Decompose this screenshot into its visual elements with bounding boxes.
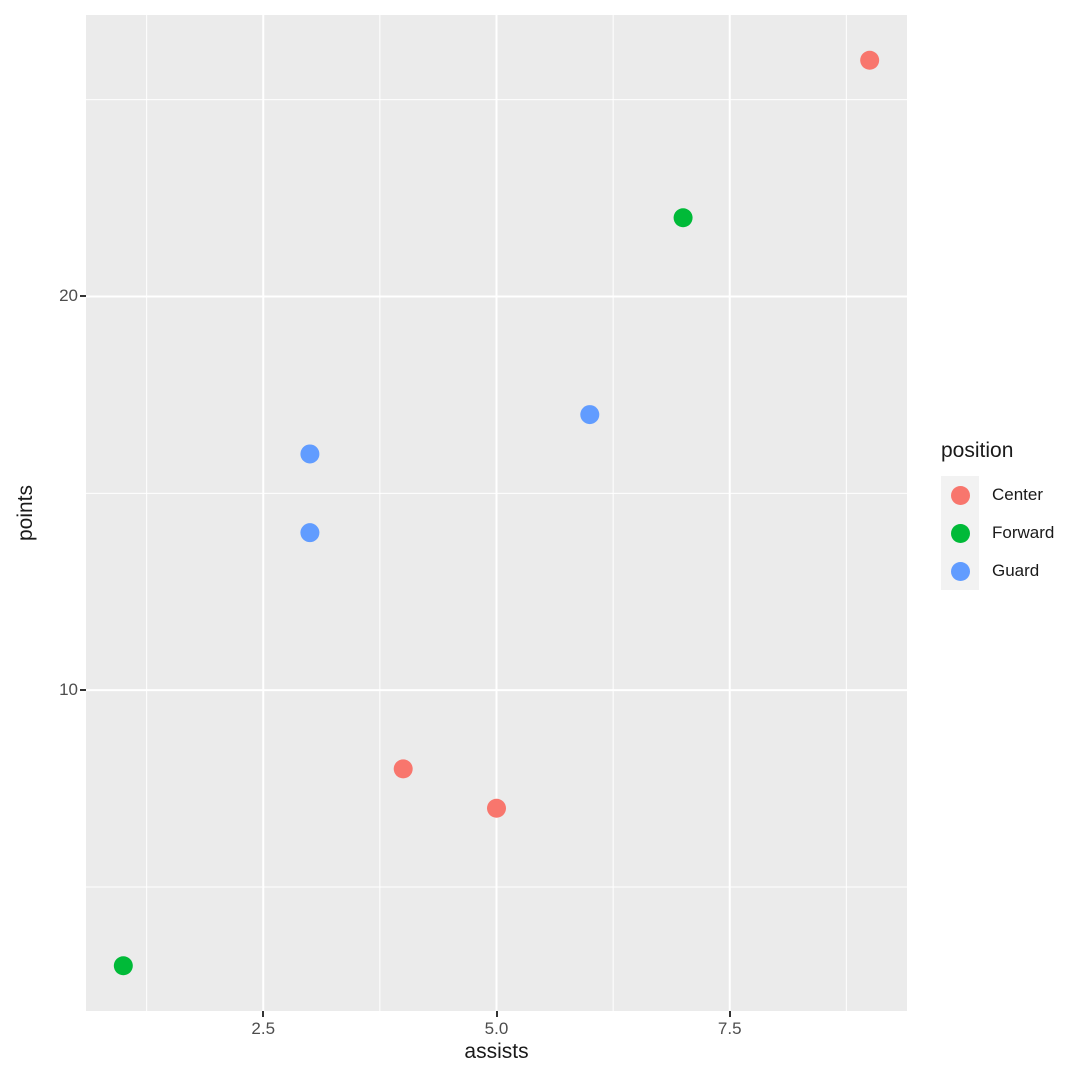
legend-label-guard: Guard: [992, 561, 1040, 580]
y-tick-mark: [80, 689, 86, 692]
plot-canvas: [86, 15, 907, 1011]
y-tick-label: 10: [59, 680, 78, 700]
data-point-guard: [300, 523, 320, 543]
legend: position Center Forward Guard: [941, 439, 1054, 590]
x-axis-title: assists: [464, 1040, 529, 1063]
data-point-center: [860, 50, 880, 70]
legend-item-guard: Guard: [941, 552, 1054, 590]
center-dot-icon: [950, 485, 970, 505]
data-point-forward: [673, 208, 693, 228]
x-tick-mark: [728, 1011, 731, 1017]
y-tick-mark: [80, 295, 86, 298]
legend-key: [941, 552, 979, 590]
data-point-guard: [580, 405, 600, 425]
forward-dot-icon: [950, 523, 970, 543]
legend-item-center: Center: [941, 476, 1054, 514]
x-tick-label: 5.0: [484, 1019, 509, 1038]
legend-title: position: [941, 439, 1014, 462]
x-tick-label: 2.5: [251, 1019, 276, 1038]
data-point-guard: [300, 444, 320, 464]
x-tick-label: 7.5: [717, 1019, 742, 1038]
y-tick-label: 20: [59, 286, 78, 306]
plot-panel: [86, 15, 907, 1011]
legend-key: [941, 476, 979, 514]
guard-dot-icon: [950, 561, 970, 581]
data-point-forward: [113, 956, 133, 976]
data-point-center: [393, 759, 413, 779]
legend-item-forward: Forward: [941, 514, 1054, 552]
legend-label-forward: Forward: [992, 523, 1055, 542]
y-axis-title: points: [14, 484, 37, 542]
legend-key: [941, 514, 979, 552]
x-tick-mark: [495, 1011, 498, 1017]
data-point-center: [487, 798, 506, 818]
x-tick-mark: [262, 1011, 265, 1017]
legend-label-center: Center: [992, 485, 1044, 504]
